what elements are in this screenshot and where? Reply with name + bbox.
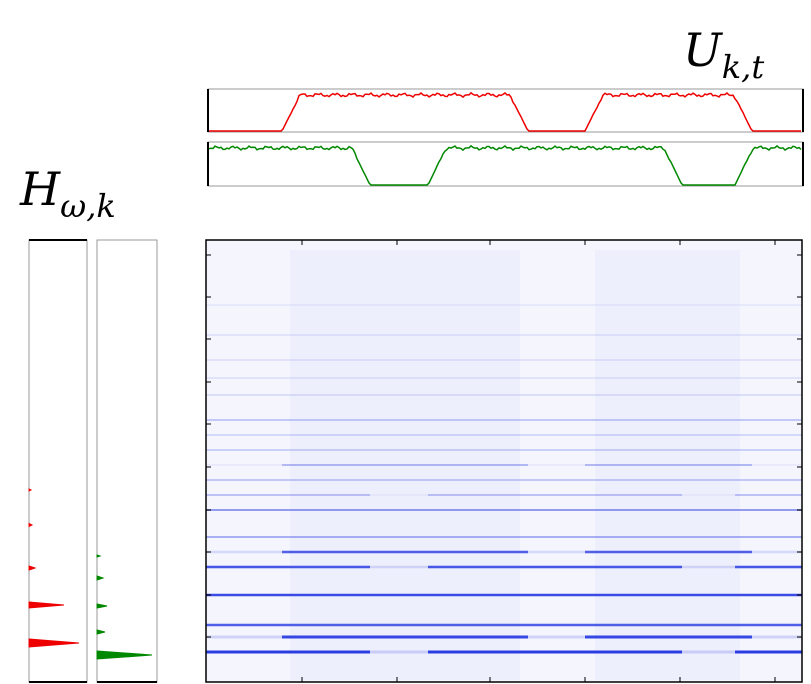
template-spike: [28, 601, 65, 609]
spectrogram-region: [595, 250, 740, 680]
template-spike: [28, 488, 33, 492]
templates-label: Hω,k: [19, 162, 116, 225]
template-spike: [96, 629, 106, 635]
template-spike: [28, 638, 80, 648]
label-main: U: [683, 23, 724, 77]
template-panel: [28, 239, 88, 683]
activation-curve: [209, 91, 801, 132]
activation-curve: [208, 144, 802, 186]
curves: [28, 91, 802, 660]
template-spike: [96, 575, 105, 581]
template-spike: [28, 565, 37, 571]
template-spike: [96, 554, 102, 558]
template-spike: [28, 522, 34, 528]
template-spike: [96, 650, 153, 660]
spectrogram-region: [290, 250, 520, 680]
activations-label: Uk,t: [683, 23, 764, 86]
label-sub: ω,k: [60, 187, 116, 225]
template-panel: [96, 239, 158, 683]
spectrogram-frame: [205, 239, 803, 683]
template-spike: [96, 603, 108, 609]
label-main: H: [19, 162, 61, 216]
label-sub: k,t: [722, 48, 765, 86]
spectrogram: [206, 240, 802, 682]
panels: [28, 88, 804, 683]
